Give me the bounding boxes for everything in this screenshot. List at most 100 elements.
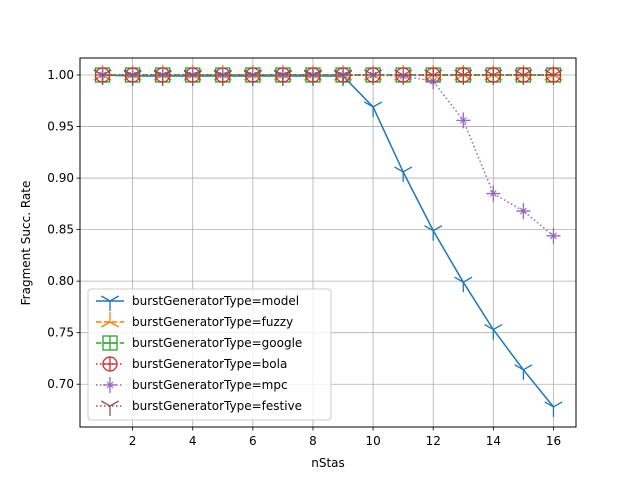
axis-ticks: 2 4 6 8 10 12 14 16 0.70 0.75 0.80 0.85 0.90 0.95 1.00 — [47, 68, 561, 448]
marker-stroke — [183, 69, 202, 86]
legend-box — [87, 288, 332, 421]
x-tick-label: 6 — [249, 434, 257, 448]
legend-entry: burstGeneratorType=festive — [96, 399, 302, 416]
series-group — [93, 65, 563, 417]
y-tick-label: 0.95 — [47, 120, 74, 134]
y-tick-label: 0.70 — [47, 377, 74, 391]
legend-label: burstGeneratorType=model — [132, 294, 299, 308]
marker-stroke — [514, 364, 533, 380]
x-tick-label: 16 — [546, 434, 561, 448]
marker-diagonal — [459, 116, 467, 124]
legend-marker — [102, 356, 118, 372]
marker-stroke — [273, 69, 292, 86]
x-tick-label: 8 — [309, 434, 317, 448]
x-tick-label: 12 — [426, 434, 441, 448]
marker-diagonal — [550, 232, 557, 240]
marker-stroke — [334, 69, 353, 86]
marker-diagonal — [106, 381, 114, 389]
marker-stroke — [243, 69, 262, 86]
data-point — [364, 101, 383, 117]
data-point — [544, 69, 563, 86]
data-point — [516, 203, 531, 220]
plot-frame — [79, 57, 577, 428]
marker-stroke — [424, 69, 443, 86]
data-point — [394, 166, 413, 182]
legend-entry: burstGeneratorType=fuzzy — [96, 312, 293, 329]
marker-stroke — [303, 69, 322, 86]
data-point — [153, 69, 172, 86]
legend-label: burstGeneratorType=festive — [132, 399, 302, 413]
marker-stroke — [100, 400, 120, 416]
x-tick-label: 4 — [189, 434, 197, 448]
data-point — [243, 69, 262, 86]
legend-entry: burstGeneratorType=google — [96, 335, 302, 351]
data-point — [334, 69, 353, 86]
y-tick-label: 0.90 — [47, 171, 74, 185]
series-burstGeneratorType=festive — [93, 69, 563, 86]
data-point — [484, 324, 503, 340]
x-axis-label: nStas — [311, 456, 345, 470]
x-tick-label: 10 — [365, 434, 380, 448]
marker-stroke — [454, 69, 473, 86]
marker-stroke — [424, 225, 443, 241]
data-point — [123, 69, 142, 86]
y-axis-label: Fragment Succ. Rate — [19, 181, 33, 306]
legend-entry: burstGeneratorType=model — [96, 294, 299, 311]
marker-cross — [103, 336, 117, 350]
legend-marker — [103, 377, 117, 393]
data-point — [424, 225, 443, 241]
marker-stroke — [484, 324, 503, 340]
data-point — [486, 185, 501, 202]
legend-marker — [100, 312, 120, 328]
data-point — [93, 69, 112, 86]
data-point — [364, 69, 383, 86]
marker-stroke — [544, 401, 563, 417]
data-point — [456, 112, 471, 129]
legend-entry: burstGeneratorType=mpc — [96, 377, 288, 393]
marker-stroke — [544, 69, 563, 86]
marker-stroke — [394, 166, 413, 182]
legend-marker — [100, 400, 120, 416]
legend: burstGeneratorType=model burstGeneratorTy… — [87, 288, 332, 421]
data-point — [546, 227, 561, 244]
y-tick-label: 0.75 — [47, 326, 74, 340]
legend-label: burstGeneratorType=bola — [132, 357, 287, 371]
marker-stroke — [213, 69, 232, 86]
marker-stroke — [364, 101, 383, 117]
marker-diagonal — [489, 190, 497, 197]
legend-label: burstGeneratorType=google — [132, 336, 302, 350]
data-point — [484, 69, 503, 86]
series-line — [102, 74, 555, 408]
legend-label: burstGeneratorType=mpc — [132, 378, 288, 392]
marker-cross — [103, 357, 117, 371]
data-point — [213, 69, 232, 86]
data-point — [394, 69, 413, 86]
data-point — [514, 364, 533, 380]
y-tick-label: 0.80 — [47, 274, 74, 288]
data-point — [514, 69, 533, 86]
data-point — [303, 69, 322, 86]
data-point — [454, 276, 473, 293]
marker-stroke — [123, 69, 142, 86]
marker-stroke — [100, 312, 120, 328]
marker-stroke — [394, 69, 413, 86]
marker-stroke — [454, 276, 473, 293]
marker-stroke — [514, 69, 533, 86]
marker-stroke — [484, 69, 503, 86]
x-tick-label: 14 — [486, 434, 501, 448]
y-tick-label: 1.00 — [47, 68, 74, 82]
data-point — [273, 69, 292, 86]
data-point — [424, 69, 443, 86]
marker-diagonal — [520, 207, 527, 215]
legend-label: burstGeneratorType=fuzzy — [132, 315, 293, 329]
marker-stroke — [364, 69, 383, 86]
data-point — [544, 401, 563, 417]
x-tick-label: 2 — [129, 434, 137, 448]
data-point — [183, 69, 202, 86]
legend-marker — [102, 335, 118, 351]
legend-marker — [100, 295, 120, 311]
marker-stroke — [100, 295, 120, 311]
data-point — [454, 69, 473, 86]
marker-stroke — [153, 69, 172, 86]
